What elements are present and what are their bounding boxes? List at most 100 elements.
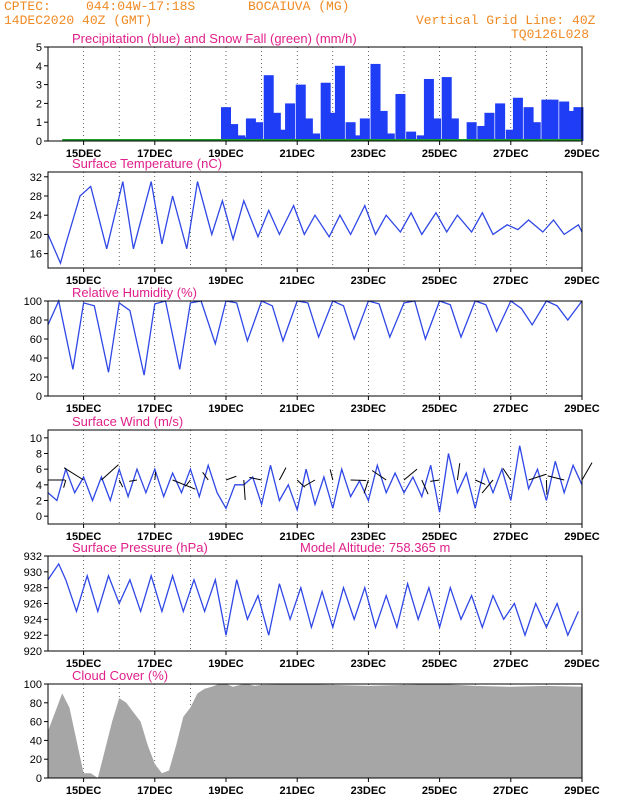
y-tick-label: 4 [36, 61, 42, 73]
x-tick-label: 17DEC [137, 531, 173, 543]
x-tick-label: 27DEC [493, 531, 529, 543]
y-tick-label: 3 [36, 80, 42, 92]
x-tick-label: 15DEC [66, 403, 102, 415]
x-tick-label: 19DEC [208, 403, 244, 415]
x-tick-label: 15DEC [66, 148, 102, 160]
y-tick-label: 24 [30, 210, 42, 222]
precip-bar [484, 112, 495, 141]
panel-frame [47, 171, 583, 269]
x-tick-label: 19DEC [208, 785, 244, 797]
y-tick-label: 926 [24, 599, 42, 611]
x-tick-label: 27DEC [493, 275, 529, 287]
wind-arrow [118, 479, 124, 488]
header-location-name: BOCAIUVA (MG) [248, 0, 350, 14]
precip-bar [406, 131, 417, 141]
precip-bar [277, 129, 288, 141]
precip-bar [285, 103, 296, 141]
y-tick-label: 100 [24, 679, 42, 691]
series-line [47, 562, 579, 638]
x-tick-label: 29DEC [564, 531, 600, 543]
wind-arrow [403, 468, 418, 481]
precip-bar [530, 122, 541, 141]
x-tick-label: 23DEC [351, 275, 387, 287]
x-tick-label: 25DEC [422, 658, 458, 670]
precip-bar [573, 107, 584, 141]
precip-bar [423, 78, 434, 141]
x-tick-label: 27DEC [493, 658, 529, 670]
y-tick-label: 40 [30, 735, 42, 747]
precip-bar [466, 122, 477, 141]
panel-1 [44, 171, 583, 272]
wind-arrow [363, 479, 369, 494]
y-tick-label: 80 [30, 698, 42, 710]
series-line [47, 298, 583, 376]
x-tick-label: 19DEC [208, 531, 244, 543]
x-tick-label: 23DEC [351, 403, 387, 415]
x-tick-label: 29DEC [564, 148, 600, 160]
wind-arrow [202, 472, 209, 481]
header-init-time: 14DEC2020 40Z (GMT) [4, 13, 153, 28]
y-tick-label: 8 [36, 449, 42, 461]
x-tick-label: 17DEC [137, 275, 173, 287]
x-tick-label: 23DEC [351, 531, 387, 543]
y-tick-label: 40 [30, 353, 42, 365]
y-tick-label: 32 [30, 172, 42, 184]
x-tick-label: 27DEC [493, 785, 529, 797]
y-tick-label: 928 [24, 583, 42, 595]
precip-bar [505, 129, 516, 141]
precip-bar [302, 118, 313, 141]
x-tick-label: 17DEC [137, 658, 173, 670]
wind-arrow [243, 479, 246, 500]
y-tick-label: 930 [24, 567, 42, 579]
wind-arrow [421, 479, 429, 495]
precip-bar [441, 77, 452, 141]
x-tick-label: 17DEC [137, 785, 173, 797]
panel-frame [47, 429, 583, 525]
precip-bar [416, 135, 427, 141]
precip-bar [395, 94, 406, 141]
wind-arrow [303, 479, 316, 487]
x-tick-label: 15DEC [66, 275, 102, 287]
panel-frame [47, 683, 583, 779]
cloud-cover-area [48, 684, 582, 778]
y-tick-label: 80 [30, 315, 42, 327]
y-tick-label: 932 [24, 551, 42, 563]
series-line [47, 181, 583, 266]
precip-bar [253, 122, 264, 141]
header-grid-line-note: Vertical Grid Line: 40Z [416, 13, 596, 28]
y-tick-label: 28 [30, 191, 42, 203]
precip-bar [431, 118, 442, 141]
panel-4 [44, 555, 583, 655]
x-tick-label: 21DEC [279, 658, 315, 670]
panel-annotation: Model Altitude: 758.365 m [300, 540, 450, 555]
wind-arrow [528, 473, 547, 481]
x-tick-label: 15DEC [66, 531, 102, 543]
x-tick-label: 25DEC [422, 403, 458, 415]
wind-arrow [101, 464, 119, 481]
panel-title: Surface Wind (m/s) [72, 414, 183, 429]
y-tick-label: 20 [30, 754, 42, 766]
panel-3 [44, 429, 593, 528]
precip-bar [295, 84, 306, 141]
x-tick-label: 25DEC [422, 785, 458, 797]
wind-arrow [296, 479, 306, 488]
header-model-code: TQ0126L028 [511, 27, 590, 42]
y-tick-label: 0 [36, 773, 42, 785]
wind-arrow [581, 462, 593, 481]
panel-title: Surface Temperature (nC) [72, 156, 222, 171]
precip-bar [245, 118, 256, 141]
precip-bar [263, 75, 274, 141]
header-source: CPTEC: [4, 0, 51, 14]
x-tick-label: 21DEC [279, 275, 315, 287]
wind-arrow [278, 467, 287, 481]
wind-arrow [350, 479, 367, 482]
x-tick-label: 25DEC [422, 148, 458, 160]
wind-arrow [129, 479, 138, 482]
x-tick-label: 27DEC [493, 148, 529, 160]
precip-bar [541, 99, 552, 141]
wind-arrow [547, 475, 565, 481]
panel-2 [44, 298, 583, 400]
y-tick-label: 924 [24, 614, 42, 626]
wind-arrow [502, 468, 512, 481]
